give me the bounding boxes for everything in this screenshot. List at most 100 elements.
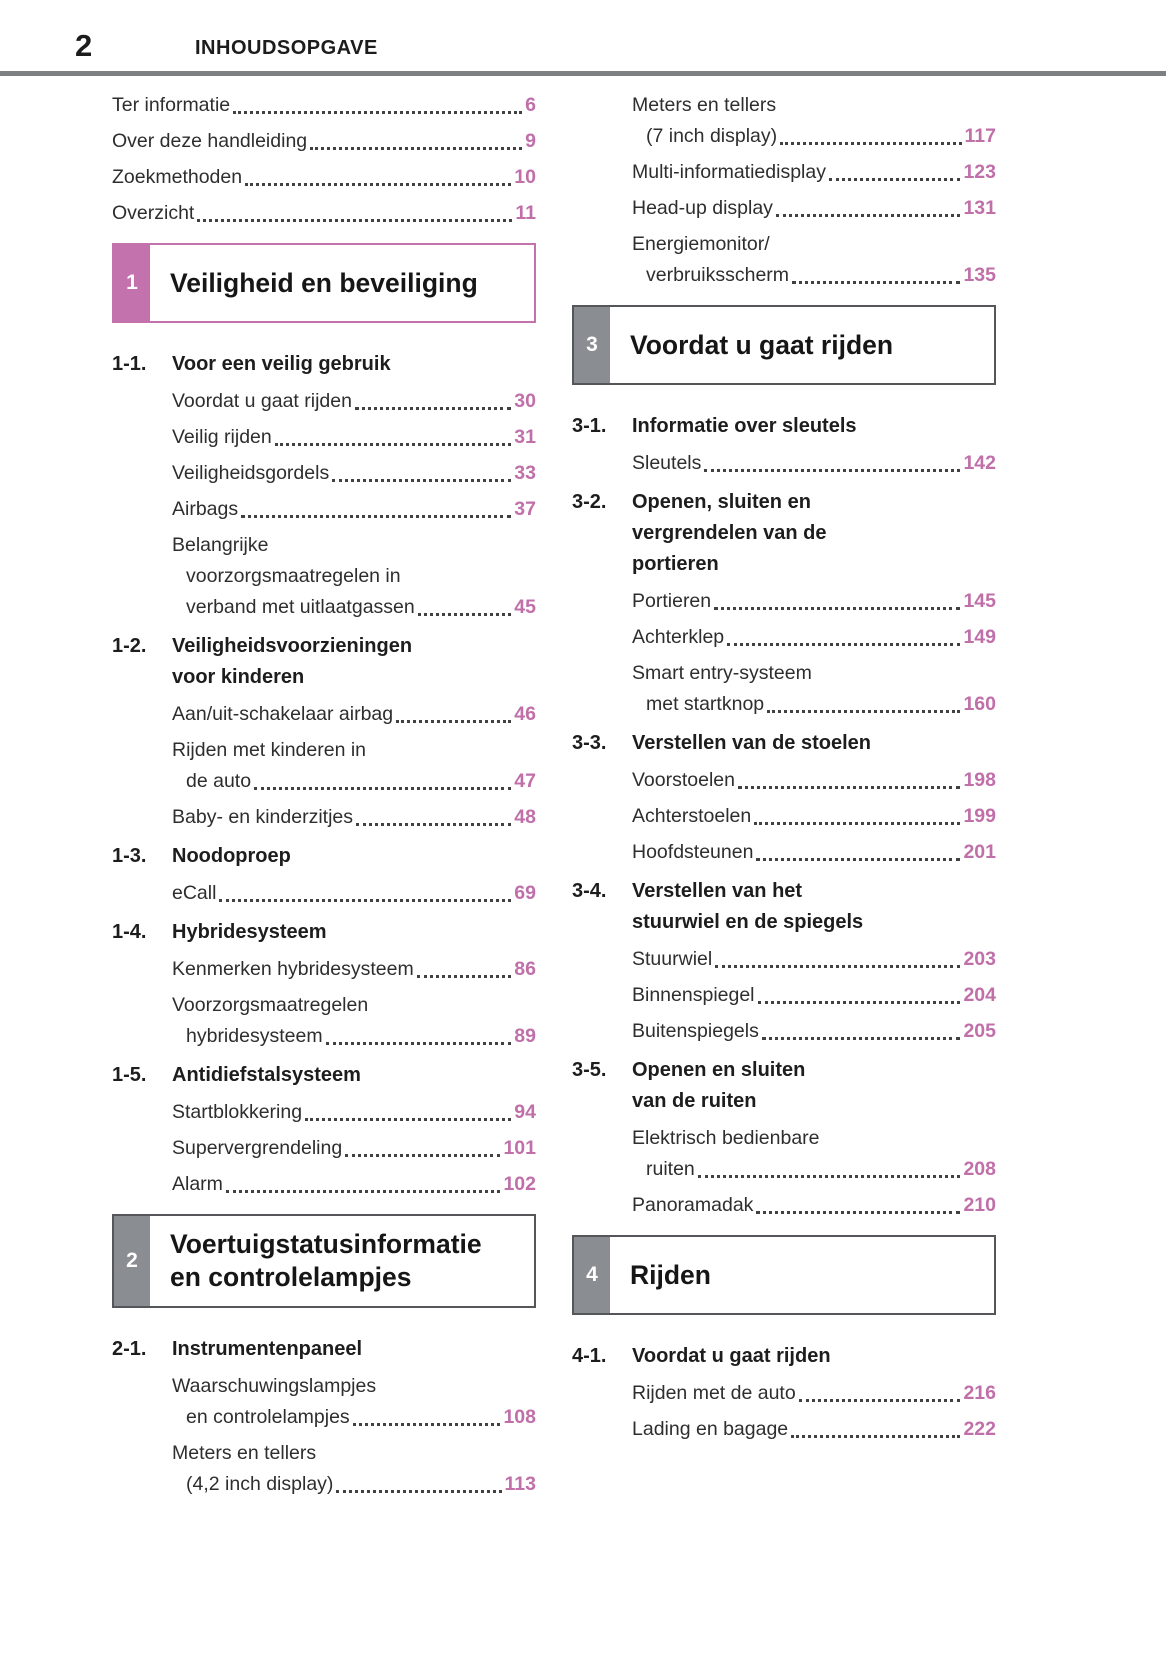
toc-entry-text: Hoofdsteunen [632,841,754,863]
subsection-heading-row: 1-4. Hybridesysteem [112,917,536,948]
toc-entry-page-number: 37 [514,498,536,520]
toc-entry-text: Alarm [172,1173,223,1195]
toc-entry-line: Meters en tellers [632,90,996,121]
toc-entry-line: Veilig rijden 31 [172,422,536,453]
section-title: Voordat u gaat rijden [630,329,894,360]
toc-entry-text: de auto [186,770,252,792]
toc-entry-page-number: 142 [963,452,996,474]
toc-entry: Smart entry-systeem met startknop 160 [632,658,996,720]
section-tab-number: 2 [114,1216,150,1306]
subsection-label: 1-2. [112,635,147,657]
toc-entry-text: Sleutels [632,452,702,474]
toc-entry: Zoekmethoden 10 [112,162,536,193]
toc-entry-text: Buitenspiegels [632,1020,759,1042]
dot-leader [233,90,523,114]
toc-entry-line: Elektrisch bedienbare [632,1123,996,1154]
toc-entry: Achterklep 149 [632,622,996,653]
toc-entry-group: Rijden met de auto 216 Lading en bagage 222 [572,1378,996,1445]
subsection-heading: Openen, sluiten en vergrendelen van de p… [632,491,827,575]
toc-entry-text: Multi-informatiedisplay [632,161,826,183]
toc-entry: Waarschuwingslampjes en controlelampjes 10… [172,1371,536,1433]
toc-entry-line: Head-up display 131 [632,193,996,224]
toc-entry-page-number: 201 [963,841,996,863]
toc-entry: Binnenspiegel 204 [632,980,996,1011]
subsection-label: 3-2. [572,491,607,513]
toc-entry-page-number: 47 [514,770,536,792]
section-title: Veiligheid en beveiliging [170,267,478,298]
dot-leader [715,944,961,968]
toc-entry: Voorzorgsmaatregelen hybridesysteem 89 [172,990,536,1052]
toc-entry-line: Baby- en kinderzitjes 48 [172,802,536,833]
toc-entry-page-number: 33 [514,462,536,484]
toc-entry: Stuurwiel 203 [632,944,996,975]
subsection-label: 1-3. [112,845,147,867]
toc-entry-page-number: 94 [514,1101,536,1123]
toc-entry-text: en controlelampjes [186,1406,350,1428]
toc-entry-line: Sleutels 142 [632,448,996,479]
toc-entry-line: Over deze handleiding 9 [112,126,536,157]
toc-entry-text: Startblokkering [172,1101,303,1123]
toc-entry-page-number: 113 [504,1473,536,1495]
dot-leader [727,622,961,646]
toc-entry-text: Achterklep [632,626,725,648]
toc-entry-text: Portieren [632,590,712,612]
section-box-1: 1 Veiligheid en beveiliging [112,243,536,323]
subsection-label: 1-5. [112,1064,147,1086]
toc-entry-line: verbruiksscherm 135 [646,260,996,291]
toc-entry-text: Waarschuwingslampjes [172,1375,377,1397]
dot-leader [336,1469,502,1493]
toc-entry-page-number: 199 [963,805,996,827]
dot-leader [754,801,961,825]
toc-entry-text: Aan/uit-schakelaar airbag [172,703,394,725]
toc-entry-text: Supervergrendeling [172,1137,343,1159]
toc-entry: Portieren 145 [632,586,996,617]
toc-entry: Alarm 102 [172,1169,536,1200]
toc-entry: Kenmerken hybridesysteem 86 [172,954,536,985]
toc-entry: Meters en tellers (4,2 inch display) 113 [172,1438,536,1500]
toc-entry-line: Overzicht 11 [112,198,536,229]
toc-entry-line: Airbags 37 [172,494,536,525]
toc-entry-text: Energiemonitor/ [632,233,770,255]
toc-entry-line: Waarschuwingslampjes [172,1371,536,1402]
toc-entry: Multi-informatiedisplay 123 [632,157,996,188]
toc-entry-line: Rijden met kinderen in [172,735,536,766]
toc-entry-line: Achterstoelen 199 [632,801,996,832]
dot-leader [780,121,962,145]
toc-entry-page-number: 11 [515,202,536,224]
dot-leader [274,422,512,446]
toc-entry: Belangrijke voorzorgsmaatregelen in verban… [172,530,536,623]
toc-entry: Hoofdsteunen 201 [632,837,996,868]
toc-entry-text: Elektrisch bedienbare [632,1127,820,1149]
toc-entry-line: Voordat u gaat rijden 30 [172,386,536,417]
toc-entry-line: Zoekmethoden 10 [112,162,536,193]
subsection-heading: Openen en sluiten van de ruiten [632,1059,806,1112]
toc-entry-page-number: 145 [963,590,996,612]
toc-entry-line: Ter informatie 6 [112,90,536,121]
toc-entry-text: Rijden met de auto [632,1382,796,1404]
subsection-heading-row: 1-2. Veiligheidsvoorzieningen voor kinder… [112,631,536,693]
toc-entry-page-number: 9 [525,130,536,152]
toc-entry: Supervergrendeling 101 [172,1133,536,1164]
toc-entry-text: Baby- en kinderzitjes [172,806,354,828]
toc-entry-page-number: 135 [963,264,996,286]
dot-leader [241,494,512,518]
section-tab-number: 1 [114,245,150,321]
toc-entry-line: met startknop 160 [646,689,996,720]
subsection-label: 3-3. [572,732,607,754]
toc-entry-line: Kenmerken hybridesysteem 86 [172,954,536,985]
dot-leader [738,765,961,789]
toc-entry-text: Veilig rijden [172,426,272,448]
subsection-heading-row: 2-1. Instrumentenpaneel [112,1334,536,1365]
toc-entry-line: Aan/uit-schakelaar airbag 46 [172,699,536,730]
subsection-label: 3-1. [572,415,607,437]
toc-entry: eCall 69 [172,878,536,909]
toc-entry-text: Over deze handleiding [112,130,308,152]
subsection-heading: Veiligheidsvoorzieningen voor kinderen [172,635,413,688]
toc-entry-text: Smart entry-systeem [632,662,812,684]
subsection-label: 4-1. [572,1345,607,1367]
toc-entry-page-number: 10 [514,166,536,188]
toc-entry-page-number: 69 [514,882,536,904]
toc-entry-line: Lading en bagage 222 [632,1414,996,1445]
toc-entry-group: Kenmerken hybridesysteem 86 Voorzorgsmaatr… [112,954,536,1052]
toc-entry-line: Voorzorgsmaatregelen [172,990,536,1021]
